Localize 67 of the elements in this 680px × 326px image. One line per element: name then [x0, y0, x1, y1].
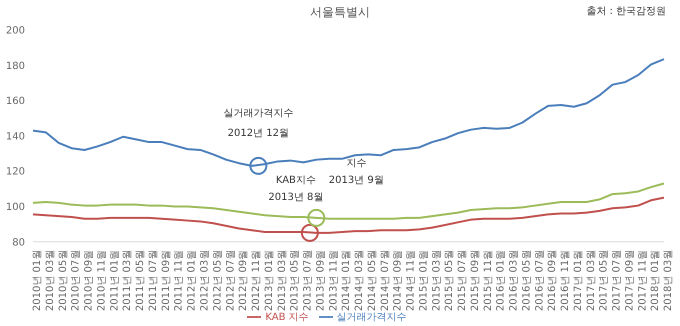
x-tick-label: 2010년 09월	[84, 250, 95, 312]
x-tick-label: 2013년 11월	[328, 250, 340, 312]
x-tick-label: 2016년 09월	[547, 250, 558, 312]
x-tick-label: 2014년 09월	[392, 250, 404, 312]
annotation: 2013년 8월	[268, 192, 324, 203]
y-tick-label: 160	[6, 96, 25, 108]
annotation: 2013년 9월	[328, 174, 384, 186]
x-tick-label: 2017년 11월	[637, 250, 648, 312]
x-tick-label: 2015년 01월	[418, 250, 430, 312]
legend-label: 실거래가격지수	[336, 312, 407, 323]
x-tick-label: 2012년 01월	[186, 250, 198, 312]
y-tick-label: 80	[12, 237, 25, 248]
x-tick-label: 2018년 03월	[663, 250, 674, 312]
annotation: KAB지수	[276, 174, 316, 186]
x-tick-label: 2012년 07월	[225, 250, 236, 312]
x-tick-label: 2017년 05월	[598, 250, 610, 312]
x-tick-label: 2013년 03월	[276, 250, 288, 312]
x-tick-label: 2010년 11월	[96, 250, 108, 312]
x-tick-label: 2010년 07월	[70, 250, 82, 312]
y-tick-label: 120	[6, 166, 25, 178]
x-tick-label: 2010년 05월	[58, 250, 69, 312]
x-tick-label: 2013년 01월	[264, 250, 275, 312]
x-tick-label: 2016년 11월	[560, 250, 572, 312]
x-tick-label: 2010년 01월	[32, 250, 44, 312]
x-tick-label: 2014년 03월	[354, 250, 366, 312]
x-tick-label: 2016년 03월	[508, 250, 520, 312]
x-tick-label: 2010년 03월	[44, 250, 56, 312]
x-tick-label: 2011년 03월	[122, 250, 134, 312]
x-tick-label: 2015년 09월	[470, 250, 481, 312]
x-tick-label: 2017년 09월	[624, 250, 636, 312]
x-tick-label: 2011년 01월	[109, 250, 120, 312]
annotation: 2012년 12월	[228, 128, 290, 139]
x-tick-label: 2015년 07월	[457, 250, 468, 312]
legend-label: KAB 지수	[265, 312, 309, 323]
x-tick-label: 2012년 11월	[251, 250, 262, 312]
x-tick-label: 2013년 05월	[290, 250, 301, 312]
chart-title: 서울특별시	[310, 5, 370, 19]
x-tick-label: 2016년 05월	[521, 250, 532, 312]
x-tick-label: 2014년 11월	[406, 250, 417, 312]
x-tick-label: 2012년 03월	[200, 250, 211, 312]
x-tick-label: 2016년 01월	[496, 250, 507, 312]
x-tick-label: 2016년 07월	[534, 250, 546, 312]
x-tick-label: 2017년 07월	[612, 250, 623, 312]
x-tick-label: 2011년 05월	[135, 250, 146, 312]
x-tick-label: 2015년 11월	[482, 250, 494, 312]
x-tick-label: 2011년 11월	[174, 250, 185, 312]
y-tick-label: 140	[6, 131, 25, 142]
x-tick-label: 2011년 09월	[160, 250, 172, 312]
x-tick-label: 2017년 01월	[572, 250, 584, 312]
x-tick-label: 2014년 07월	[380, 250, 391, 312]
x-tick-label: 2015년 05월	[444, 250, 456, 312]
x-tick-label: 2014년 05월	[366, 250, 378, 312]
source-note: 출처 : 한국감정원	[586, 5, 666, 18]
x-tick-label: 2013년 09월	[315, 250, 326, 312]
y-tick-label: 100	[6, 202, 25, 213]
x-tick-label: 2013년 07월	[302, 250, 314, 312]
x-tick-label: 2017년 03월	[586, 250, 597, 312]
annotation: 실거래가격지수	[223, 108, 294, 119]
x-tick-label: 2018년 01월	[650, 250, 662, 312]
x-tick-label: 2012년 09월	[238, 250, 250, 312]
x-tick-label: 2015년 03월	[431, 250, 442, 312]
x-tick-label: 2014년 01월	[341, 250, 352, 312]
x-tick-label: 2011년 07월	[148, 250, 159, 312]
x-tick-label: 2012년 05월	[212, 250, 224, 312]
y-tick-label: 200	[6, 26, 25, 37]
annotation: 지수	[346, 158, 366, 169]
y-tick-label: 180	[6, 60, 25, 72]
